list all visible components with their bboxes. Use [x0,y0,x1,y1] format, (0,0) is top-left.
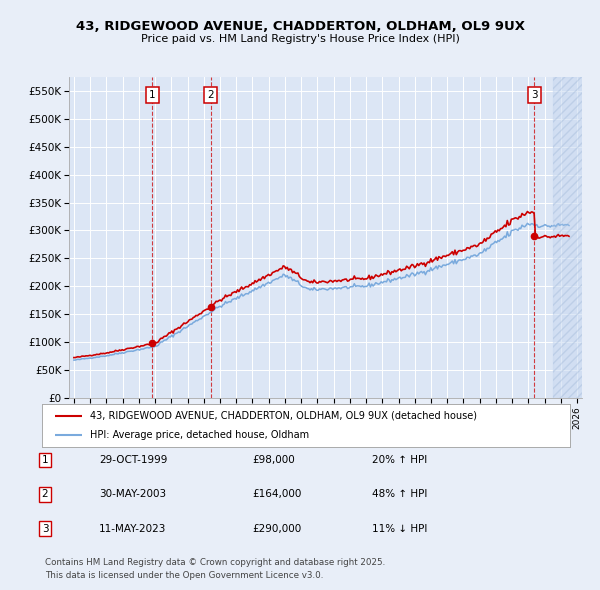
Text: 1: 1 [41,455,49,465]
Text: 30-MAY-2003: 30-MAY-2003 [99,490,166,499]
Text: 3: 3 [41,524,49,533]
Text: 43, RIDGEWOOD AVENUE, CHADDERTON, OLDHAM, OL9 9UX: 43, RIDGEWOOD AVENUE, CHADDERTON, OLDHAM… [76,20,524,33]
Text: 11-MAY-2023: 11-MAY-2023 [99,524,166,533]
Text: 11% ↓ HPI: 11% ↓ HPI [372,524,427,533]
Text: 1: 1 [149,90,155,100]
Text: Price paid vs. HM Land Registry's House Price Index (HPI): Price paid vs. HM Land Registry's House … [140,34,460,44]
Text: HPI: Average price, detached house, Oldham: HPI: Average price, detached house, Oldh… [89,430,308,440]
Text: 48% ↑ HPI: 48% ↑ HPI [372,490,427,499]
Text: 29-OCT-1999: 29-OCT-1999 [99,455,167,465]
Bar [553,77,585,398]
Text: £290,000: £290,000 [252,524,301,533]
Text: 2: 2 [207,90,214,100]
Text: £98,000: £98,000 [252,455,295,465]
Bar [553,77,585,398]
Text: Contains HM Land Registry data © Crown copyright and database right 2025.
This d: Contains HM Land Registry data © Crown c… [45,558,385,580]
Text: 43, RIDGEWOOD AVENUE, CHADDERTON, OLDHAM, OL9 9UX (detached house): 43, RIDGEWOOD AVENUE, CHADDERTON, OLDHAM… [89,411,476,421]
Text: £164,000: £164,000 [252,490,301,499]
Text: 3: 3 [531,90,538,100]
Text: 2: 2 [41,490,49,499]
Text: 20% ↑ HPI: 20% ↑ HPI [372,455,427,465]
